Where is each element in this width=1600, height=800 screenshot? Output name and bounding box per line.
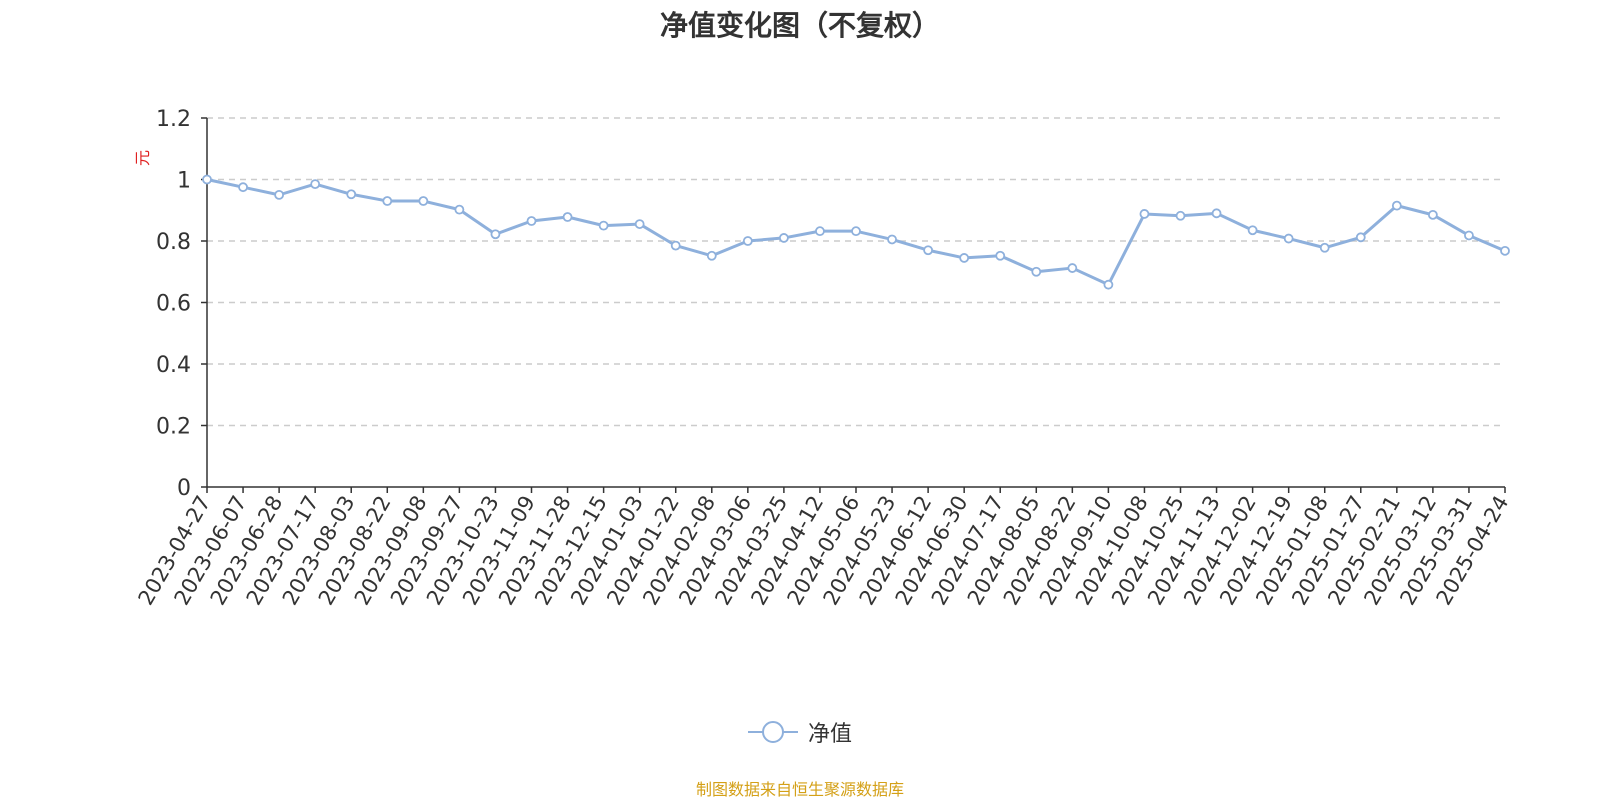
legend[interactable]: 净值 (0, 716, 1600, 748)
data-point (562, 212, 573, 222)
data-point (1464, 230, 1474, 241)
data-point (1067, 263, 1078, 273)
data-point (887, 234, 897, 245)
data-point (778, 233, 789, 243)
y-tick-label: 0.8 (156, 230, 191, 255)
data-point (454, 204, 465, 215)
data-point (1211, 208, 1222, 219)
y-tick-label: 0.6 (156, 292, 191, 317)
data-point (670, 240, 681, 251)
data-point (202, 174, 212, 185)
data-point (598, 220, 609, 231)
grid-lines (207, 117, 1505, 427)
y-tick-label: 0 (177, 476, 191, 501)
y-axis-unit-label: 元 (133, 150, 152, 166)
data-point (1175, 210, 1186, 221)
y-tick-label: 0.2 (156, 415, 191, 440)
data-point (706, 250, 717, 261)
data-point (1139, 209, 1150, 219)
data-point (1283, 233, 1294, 244)
data-point (490, 229, 501, 240)
data-point (815, 226, 825, 237)
data-point (742, 236, 753, 246)
y-tick-labels: 0 0.2 0.4 0.6 0.8 1 1.2 (156, 107, 191, 501)
data-point (959, 253, 970, 263)
source-note: 制图数据来自恒生聚源数据库 (695, 780, 904, 799)
data-point (1427, 209, 1438, 220)
data-point (418, 196, 429, 206)
data-point (1247, 225, 1258, 236)
series-markers (202, 174, 1510, 290)
data-point (526, 216, 537, 226)
data-point (382, 196, 393, 206)
legend-label: 净值 (807, 722, 852, 747)
data-point (1319, 242, 1330, 253)
y-tick-label: 0.4 (156, 353, 191, 378)
axes (201, 117, 1506, 493)
y-tick-label: 1.2 (156, 107, 191, 132)
data-point (310, 179, 321, 190)
data-point (1355, 232, 1366, 243)
data-point (851, 226, 861, 237)
y-tick-label: 1 (177, 169, 191, 194)
data-point (1103, 279, 1114, 290)
legend-line-circle-icon (747, 721, 798, 743)
data-point (274, 189, 285, 200)
data-point (1500, 245, 1510, 256)
data-point (995, 250, 1006, 261)
x-tick-labels: 2023-04-272023-06-072023-06-282023-07-17… (134, 491, 1514, 609)
data-point (1391, 200, 1402, 211)
data-point (346, 189, 357, 200)
data-point (923, 245, 934, 256)
data-point (238, 182, 248, 193)
data-point (634, 219, 645, 229)
chart-title: 净值变化图（不复权） (659, 9, 940, 42)
data-point (1031, 266, 1042, 277)
